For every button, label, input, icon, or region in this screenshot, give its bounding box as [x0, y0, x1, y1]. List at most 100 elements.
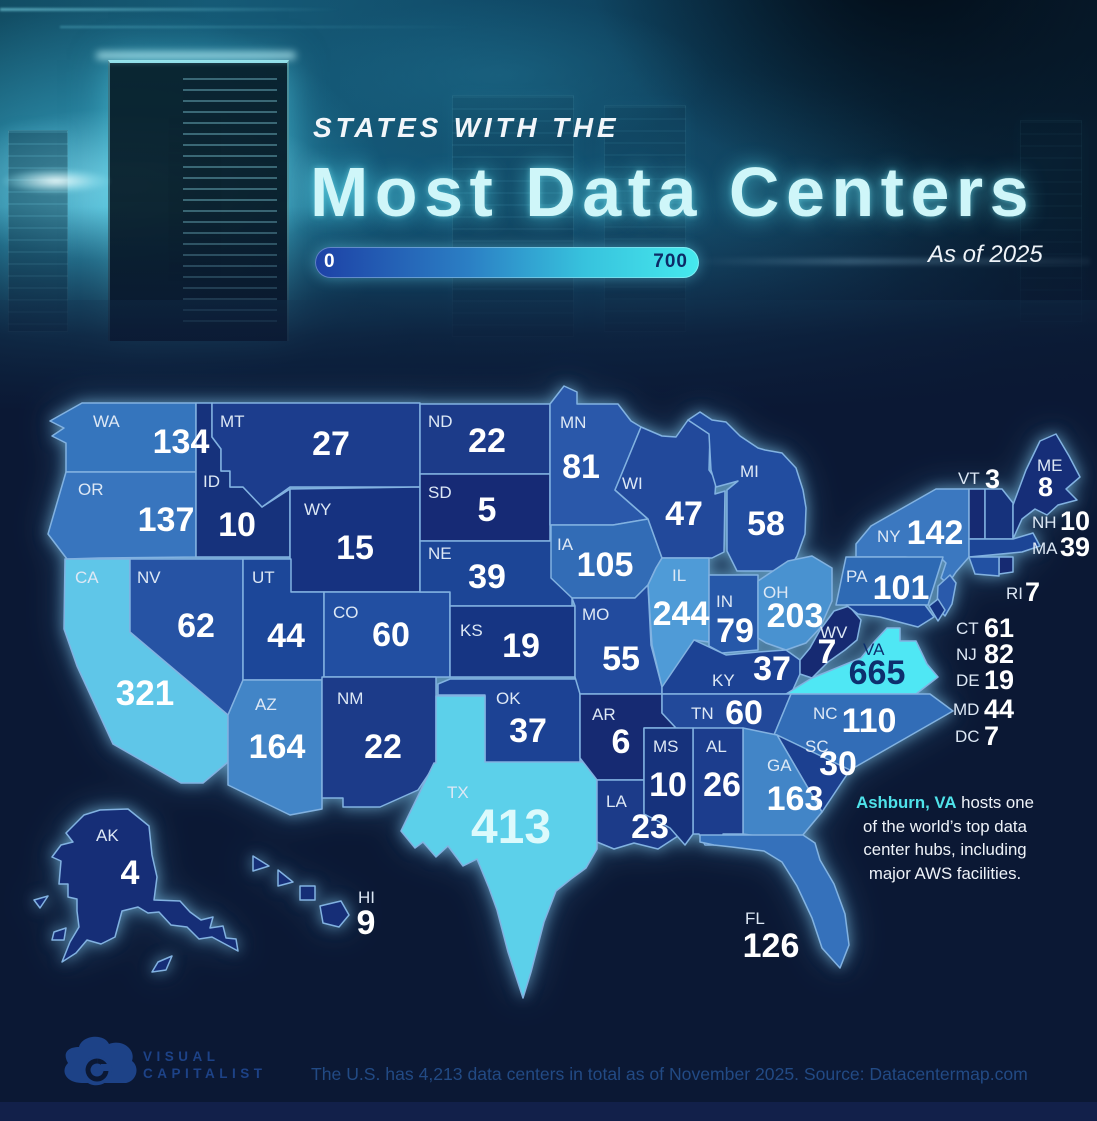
svg-text:NV: NV: [137, 568, 161, 587]
svg-text:321: 321: [116, 674, 174, 713]
svg-text:OK: OK: [496, 689, 521, 708]
svg-text:KS: KS: [460, 621, 483, 640]
svg-text:58: 58: [747, 505, 785, 543]
svg-text:665: 665: [849, 654, 906, 692]
svg-text:NY: NY: [877, 527, 901, 546]
svg-text:NE: NE: [428, 544, 452, 563]
svg-text:HI: HI: [358, 888, 375, 907]
svg-text:NC: NC: [813, 704, 838, 723]
svg-text:203: 203: [767, 597, 824, 635]
svg-text:137: 137: [138, 501, 195, 539]
svg-text:55: 55: [602, 640, 640, 678]
svg-text:OR: OR: [78, 480, 104, 499]
svg-text:LA: LA: [606, 792, 627, 811]
svg-text:62: 62: [177, 607, 215, 645]
svg-text:SD: SD: [428, 483, 452, 502]
svg-text:VA: VA: [863, 640, 885, 659]
svg-text:23: 23: [631, 808, 669, 846]
svg-text:OH: OH: [763, 583, 789, 602]
svg-text:MS: MS: [653, 737, 679, 756]
svg-text:ME: ME: [1037, 456, 1063, 475]
svg-text:WY: WY: [304, 500, 331, 519]
svg-text:DE: DE: [956, 671, 980, 690]
svg-text:244: 244: [653, 595, 710, 633]
svg-text:7: 7: [1025, 577, 1040, 607]
svg-text:27: 27: [312, 425, 350, 463]
svg-text:30: 30: [819, 745, 857, 783]
svg-text:CA: CA: [75, 568, 99, 587]
svg-text:WA: WA: [93, 412, 120, 431]
svg-text:GA: GA: [767, 756, 792, 775]
svg-text:IA: IA: [557, 535, 574, 554]
svg-text:RI: RI: [1006, 584, 1023, 603]
svg-text:44: 44: [984, 694, 1014, 724]
svg-text:MI: MI: [740, 462, 759, 481]
svg-text:79: 79: [716, 612, 754, 650]
svg-text:CT: CT: [956, 619, 979, 638]
svg-text:37: 37: [753, 650, 791, 688]
svg-text:CO: CO: [333, 603, 359, 622]
svg-text:61: 61: [984, 613, 1014, 643]
svg-text:413: 413: [471, 801, 551, 854]
svg-text:NJ: NJ: [956, 645, 977, 664]
svg-text:PA: PA: [846, 567, 868, 586]
svg-text:FL: FL: [745, 909, 765, 928]
svg-text:164: 164: [249, 728, 306, 766]
svg-text:ID: ID: [203, 472, 220, 491]
svg-text:26: 26: [703, 766, 741, 804]
svg-text:37: 37: [509, 712, 547, 750]
svg-text:44: 44: [267, 617, 305, 655]
svg-text:AR: AR: [592, 705, 616, 724]
svg-text:134: 134: [153, 423, 210, 461]
svg-text:KY: KY: [712, 671, 735, 690]
svg-text:39: 39: [1060, 532, 1090, 562]
svg-text:VT: VT: [958, 469, 980, 488]
svg-text:IL: IL: [672, 566, 686, 585]
svg-text:10: 10: [649, 766, 687, 804]
svg-text:39: 39: [468, 558, 506, 596]
svg-text:4: 4: [121, 854, 140, 892]
svg-text:163: 163: [767, 780, 824, 818]
svg-text:ND: ND: [428, 412, 453, 431]
svg-text:10: 10: [1060, 506, 1090, 536]
svg-text:WI: WI: [622, 474, 643, 493]
svg-text:6: 6: [612, 723, 631, 761]
svg-text:MT: MT: [220, 412, 245, 431]
svg-text:101: 101: [873, 569, 930, 607]
svg-text:9: 9: [357, 904, 376, 942]
svg-text:81: 81: [562, 448, 600, 486]
svg-text:5: 5: [478, 491, 497, 529]
svg-text:126: 126: [743, 927, 800, 965]
svg-text:60: 60: [725, 694, 763, 732]
svg-text:AZ: AZ: [255, 695, 277, 714]
svg-text:22: 22: [468, 422, 506, 460]
svg-text:MN: MN: [560, 413, 586, 432]
svg-text:AL: AL: [706, 737, 727, 756]
svg-text:3: 3: [985, 464, 1000, 494]
svg-text:19: 19: [502, 627, 540, 665]
svg-text:19: 19: [984, 665, 1014, 695]
svg-text:TX: TX: [447, 783, 469, 802]
svg-text:TN: TN: [691, 704, 714, 723]
svg-text:47: 47: [665, 495, 703, 533]
svg-text:22: 22: [364, 728, 402, 766]
svg-text:142: 142: [907, 514, 964, 552]
svg-text:SC: SC: [805, 737, 829, 756]
svg-text:82: 82: [984, 639, 1014, 669]
svg-text:15: 15: [336, 529, 374, 567]
svg-text:MO: MO: [582, 605, 609, 624]
svg-text:MA: MA: [1032, 539, 1058, 558]
svg-text:60: 60: [372, 616, 410, 654]
svg-text:IN: IN: [716, 592, 733, 611]
svg-text:7: 7: [818, 633, 837, 671]
svg-text:WV: WV: [820, 623, 848, 642]
svg-text:8: 8: [1038, 472, 1053, 502]
svg-text:10: 10: [218, 506, 256, 544]
svg-text:105: 105: [577, 546, 634, 584]
svg-text:UT: UT: [252, 568, 275, 587]
svg-text:NH: NH: [1032, 513, 1057, 532]
svg-text:DC: DC: [955, 727, 980, 746]
svg-text:NM: NM: [337, 689, 363, 708]
svg-text:MD: MD: [953, 700, 979, 719]
svg-text:7: 7: [984, 721, 999, 751]
